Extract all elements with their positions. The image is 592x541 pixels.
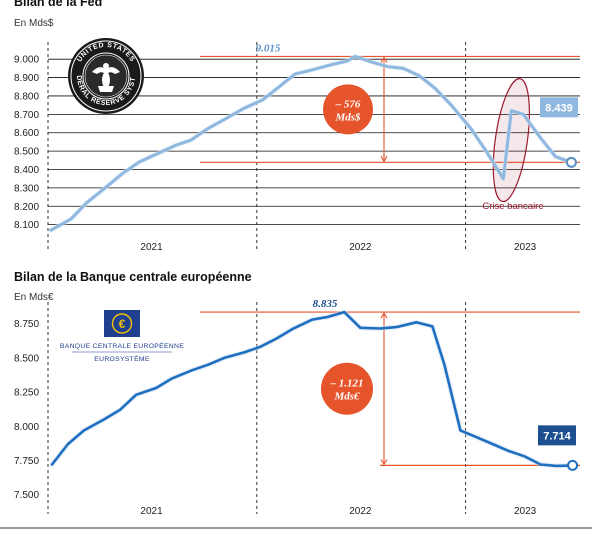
y-tick-label: 8.500 (14, 353, 39, 364)
crisis-label: Crise bancaire (482, 201, 543, 212)
ecb-unit-label: En Mds€ (14, 292, 54, 303)
x-tick-label: 2021 (140, 506, 163, 517)
ecb-last-value-badge: 7.714 (538, 425, 576, 446)
y-tick-label: 8.000 (14, 422, 39, 433)
y-tick-label: 8.500 (14, 147, 39, 158)
y-tick-label: 9.000 (14, 55, 39, 66)
fed-peak-label: 9.015 (256, 42, 281, 54)
delta-arrow-head-top (380, 311, 388, 319)
fed-chart-title: Bilan de la Fed (14, 0, 102, 9)
fed-year-dividers (47, 42, 467, 250)
crisis-highlight (492, 78, 530, 203)
ecb-labels: 8.835 – 1.121 Mds€ 7.714 (313, 298, 576, 446)
y-tick-label: 8.200 (14, 202, 39, 213)
y-tick-label: 8.300 (14, 183, 39, 194)
x-tick-label: 2023 (514, 506, 537, 517)
ecb-logo-subtitle: EUROSYSTÈME (94, 354, 150, 363)
ecb-year-dividers (47, 302, 467, 514)
ecb-delta-value: – 1.121 (330, 378, 364, 390)
ecb-x-axis: 2021 2022 2023 (140, 506, 536, 517)
ecb-last-value: 7.714 (543, 430, 571, 442)
fed-delta-badge: – 576 Mds$ (323, 84, 373, 135)
ecb-y-axis: 8.750 8.500 8.250 8.000 7.750 7.500 (14, 319, 39, 501)
ecb-series-line (49, 309, 579, 471)
series-line (50, 310, 574, 468)
last-point-marker (567, 459, 579, 471)
y-tick-label: 8.250 (14, 388, 39, 399)
y-tick-label: 7.500 (14, 490, 39, 501)
fed-delta-unit: Mds$ (334, 111, 361, 123)
ecb-peak-label: 8.835 (313, 298, 338, 310)
fed-x-axis: 2021 2022 2023 (140, 242, 536, 253)
ecb-delta-badge: – 1.121 Mds€ (321, 362, 373, 415)
series-line (49, 54, 573, 232)
ecb-chart-title: Bilan de la Banque centrale européenne (14, 270, 252, 284)
x-tick-label: 2022 (349, 506, 372, 517)
y-tick-label: 8.700 (14, 110, 39, 121)
svg-text:€: € (119, 317, 126, 331)
fed-last-value-badge: 8.439 (540, 97, 578, 118)
y-tick-label: 8.750 (14, 319, 39, 330)
delta-arrow-head-bottom (380, 459, 388, 466)
ecb-delta-unit: Mds€ (333, 391, 360, 403)
federal-reserve-seal-icon: UNITED STATES FEDERAL RESERVE SYSTEM (68, 38, 144, 114)
y-tick-label: 7.750 (14, 456, 39, 467)
ecb-logo: € BANQUE CENTRALE EUROPÉENNE EUROSYSTÈME (60, 310, 184, 363)
delta-arrow-head-top (380, 56, 388, 63)
y-tick-label: 8.900 (14, 73, 39, 84)
last-point-marker (565, 156, 577, 168)
fed-series-line (48, 53, 577, 233)
y-tick-label: 8.400 (14, 165, 39, 176)
x-tick-label: 2023 (514, 242, 537, 253)
y-tick-label: 8.600 (14, 128, 39, 139)
x-tick-label: 2021 (140, 242, 163, 253)
y-tick-label: 8.100 (14, 220, 39, 231)
fed-labels: 9.015 – 576 Mds$ 8.439 Crise bancaire (256, 42, 578, 212)
y-tick-label: 8.800 (14, 91, 39, 102)
fed-delta-value: – 576 (335, 98, 361, 110)
delta-arrow-head-bottom (380, 156, 388, 163)
x-tick-label: 2022 (349, 242, 372, 253)
ecb-balance-chart: Bilan de la Banque centrale européenne E… (14, 270, 580, 517)
fed-last-value: 8.439 (545, 102, 573, 114)
fed-y-axis: 9.000 8.900 8.800 8.700 8.600 8.500 8.400 8.300… (14, 55, 39, 231)
fed-balance-chart: Bilan de la Fed En Mds$ 9.000 8.900 8.800 8… (14, 0, 580, 253)
ecb-logo-name: BANQUE CENTRALE EUROPÉENNE (60, 341, 184, 350)
fed-unit-label: En Mds$ (14, 18, 54, 29)
